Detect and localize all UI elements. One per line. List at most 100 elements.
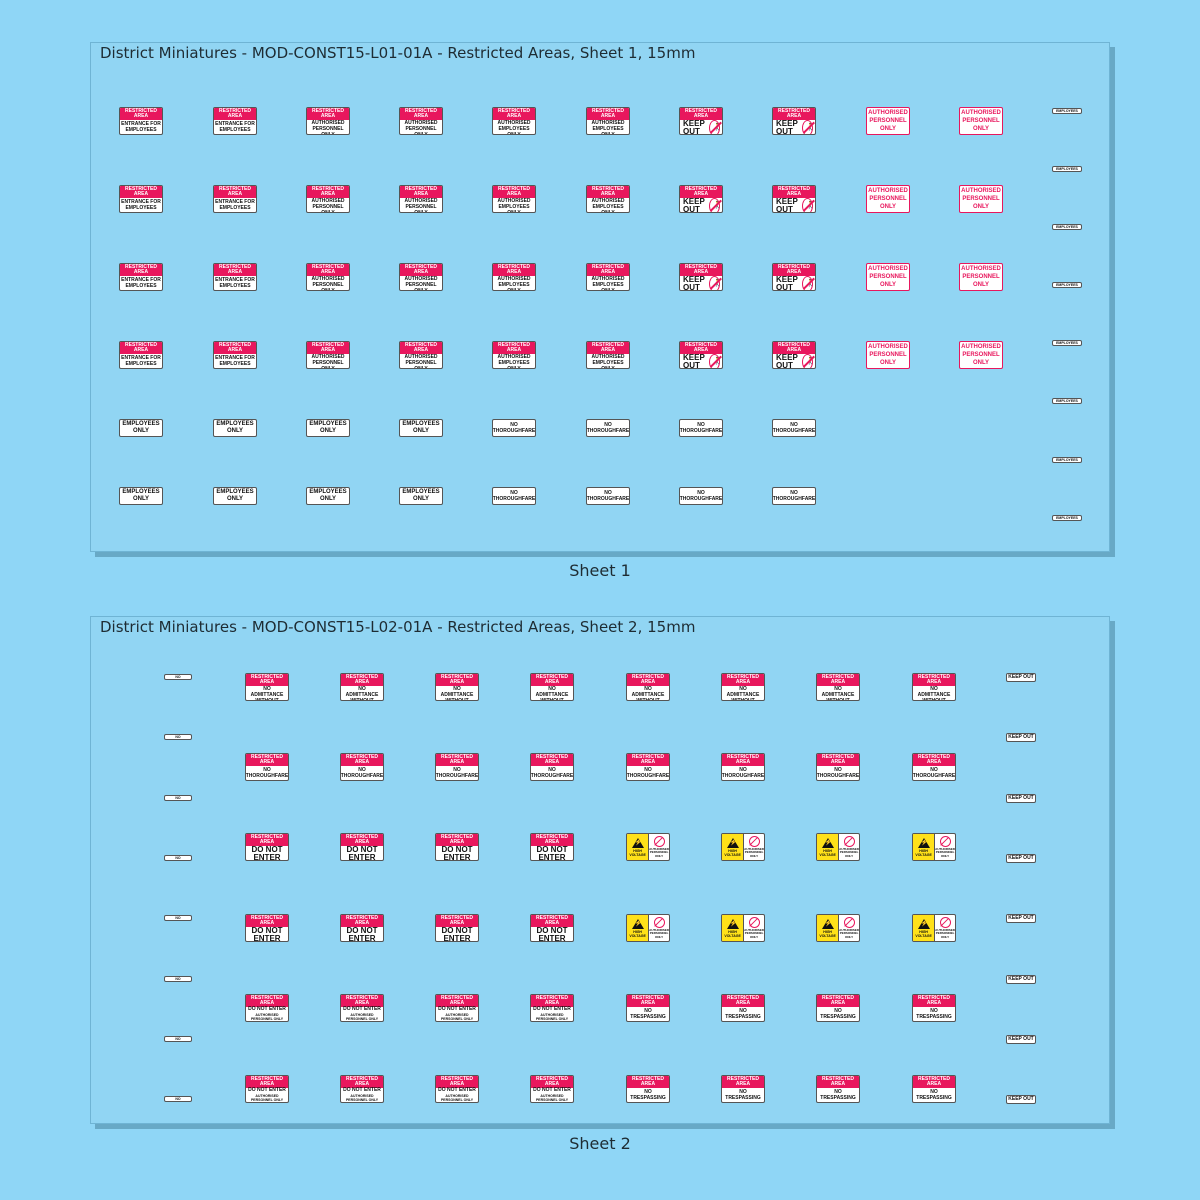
sign-body: NO TRESPASSING [916,1007,952,1020]
sign-body: DO NOT ENTER [441,844,473,861]
high-voltage-warning-icon [726,837,739,848]
authorised-personnel-text: AUTHORISED PERSONNEL ONLY [535,1012,569,1021]
sign-header: RESTRICTED AREA [246,995,288,1007]
sign-header: RESTRICTED AREA [307,186,349,198]
no-admittance-small-sign: NO ADMITTANCE [164,1096,192,1102]
no-entry-person-icon [653,916,665,928]
sign-body: NO ADMITTANCE WITHOUT AUTHORISATION [917,685,951,701]
sign-body: AUTHORISED EMPLOYEES ONLY [591,353,625,369]
sign-body: AUTHORISED PERSONNEL ONLY [311,353,345,369]
employees-only-small-sign: EMPLOYEES ONLY [1052,166,1082,172]
no-thoroughfare-sign: NO THOROUGHFARE [492,419,536,437]
no-entry-person-icon: 🚶 [709,119,722,134]
sign-body: NO ADMITTANCE [175,977,181,981]
sheet-1-title: District Miniatures - MOD-CONST15-L01-01… [100,44,696,62]
high-voltage-panel: HIGH VOLTAGE [817,915,840,941]
person-glyph: 🚶 [806,201,815,209]
sign-header: RESTRICTED AREA [307,342,349,354]
sign-header: RESTRICTED AREA [773,342,815,354]
sign-header: RESTRICTED AREA [722,754,764,766]
high-voltage-warning-icon [726,918,739,929]
employees-only-small-sign: EMPLOYEES ONLY [1052,282,1082,288]
restricted-area-sign: RESTRICTED AREA AUTHORISED EMPLOYEES ONLY [492,341,536,369]
sign-body: DO NOT ENTER [441,925,473,942]
sign-body: NO THOROUGHFARE [492,422,536,434]
do-not-enter-authorised-sign: RESTRICTED AREA DO NOT ENTER AUTHORISED PE… [435,1075,479,1103]
restricted-area-sign: RESTRICTED AREA AUTHORISED EMPLOYEES ONLY [586,341,630,369]
no-admittance-small-sign: NO ADMITTANCE [164,674,192,680]
sign-body: AUTHORISED PERSONNEL ONLY [311,197,345,213]
sign-body: NO ADMITTANCE WITHOUT AUTHORISATION [440,685,474,701]
keep-out-text: KEEP OUT [776,118,798,135]
sign-body: KEEP OUT [1008,733,1034,740]
sign-header: RESTRICTED AREA [214,264,256,276]
sign-body: AUTHORISED EMPLOYEES ONLY [497,353,531,369]
sheet-1-caption: Sheet 1 [569,561,631,580]
restricted-area-sign: RESTRICTED AREA NO TRESPASSING [912,1075,956,1103]
high-voltage-panel: HIGH VOLTAGE [627,915,650,941]
person-glyph: 🚶 [713,279,722,287]
sign-body: AUTHORISED EMPLOYEES ONLY [497,275,531,291]
keep-out-small-sign: KEEP OUT [1006,1094,1036,1104]
sign-body: NO TRESPASSING [820,1007,856,1020]
employees-only-sign: EMPLOYEES ONLY [306,487,350,505]
restricted-area-sign: RESTRICTED AREA AUTHORISED PERSONNEL ONLY [306,341,350,369]
sign-header: RESTRICTED AREA [913,995,955,1007]
sign-body: DO NOT ENTER AUTHORISED PERSONNEL ONLY [531,1006,573,1022]
sign-body: DO NOT ENTER [536,844,568,861]
keep-out-small-sign: KEEP OUT [1006,793,1036,803]
do-not-enter-text: DO NOT ENTER [343,1006,381,1012]
restricted-area-sign: RESTRICTED AREA NO THOROUGHFARE [245,753,289,781]
sign-body: KEEP OUT [1008,1035,1034,1042]
sign-header: RESTRICTED AREA [341,834,383,846]
high-voltage-warning-icon [917,918,930,929]
keep-out-small-sign: KEEP OUT [1006,974,1036,984]
keep-out-sign: RESTRICTED AREA KEEP OUT 🚶 [679,263,723,291]
sign-header: RESTRICTED AREA [436,995,478,1007]
restricted-area-sign: RESTRICTED AREA NO THOROUGHFARE [435,753,479,781]
do-not-enter-sign: RESTRICTED AREA DO NOT ENTER [245,914,289,942]
sign-body: EMPLOYEES ONLY [1056,109,1078,113]
do-not-enter-text: DO NOT ENTER [248,1006,286,1012]
no-thoroughfare-sign: NO THOROUGHFARE [679,419,723,437]
sign-body: NO THOROUGHFARE [679,490,723,502]
restricted-area-sign: RESTRICTED AREA AUTHORISED PERSONNEL ONLY [306,263,350,291]
no-admittance-small-sign: NO ADMITTANCE [164,976,192,982]
authorised-personnel-text: AUTHORISED PERSONNEL ONLY [649,927,669,939]
sign-body: ENTRANCE FOR EMPLOYEES [215,120,255,133]
sign-header: RESTRICTED AREA [627,754,669,766]
sign-header: RESTRICTED AREA [493,186,535,198]
authorised-personnel-text: AUTHORISED PERSONNEL ONLY [839,927,859,939]
restricted-area-sign: RESTRICTED AREA AUTHORISED PERSONNEL ONLY [306,107,350,135]
restricted-area-sign: RESTRICTED AREA AUTHORISED EMPLOYEES ONLY [492,263,536,291]
sign-header: RESTRICTED AREA [341,915,383,927]
sign-body: NO THOROUGHFARE [435,766,479,779]
sign-body: AUTHORISED PERSONNEL ONLY [868,110,908,132]
no-admittance-small-sign: NO ADMITTANCE [164,915,192,921]
sign-header: RESTRICTED AREA [214,108,256,120]
sign-body: DO NOT ENTER [346,925,378,942]
sign-body: EMPLOYEES ONLY [402,421,440,434]
sign-body: NO THOROUGHFARE [492,490,536,502]
sign-body: AUTHORISED PERSONNEL ONLY [961,188,1001,210]
sign-header: RESTRICTED AREA [587,108,629,120]
sign-header: RESTRICTED AREA [436,834,478,846]
sheet-2-panel: District Miniatures - MOD-CONST15-L02-01… [90,616,1110,1124]
sign-body: NO ADMITTANCE [175,675,181,679]
high-voltage-text: HIGH VOLTAGE [629,848,646,857]
sign-body: KEEP OUT [1008,914,1034,921]
sign-header: RESTRICTED AREA [531,1076,573,1088]
high-voltage-text: HIGH VOLTAGE [819,848,836,857]
sign-body: AUTHORISED EMPLOYEES ONLY [497,119,531,135]
do-not-enter-authorised-sign: RESTRICTED AREA DO NOT ENTER AUTHORISED PE… [435,994,479,1022]
restricted-area-sign: RESTRICTED AREA ENTRANCE FOR EMPLOYEES [213,341,257,369]
keep-out-sign: RESTRICTED AREA KEEP OUT 🚶 [679,341,723,369]
sign-body: DO NOT ENTER AUTHORISED PERSONNEL ONLY [531,1087,573,1103]
